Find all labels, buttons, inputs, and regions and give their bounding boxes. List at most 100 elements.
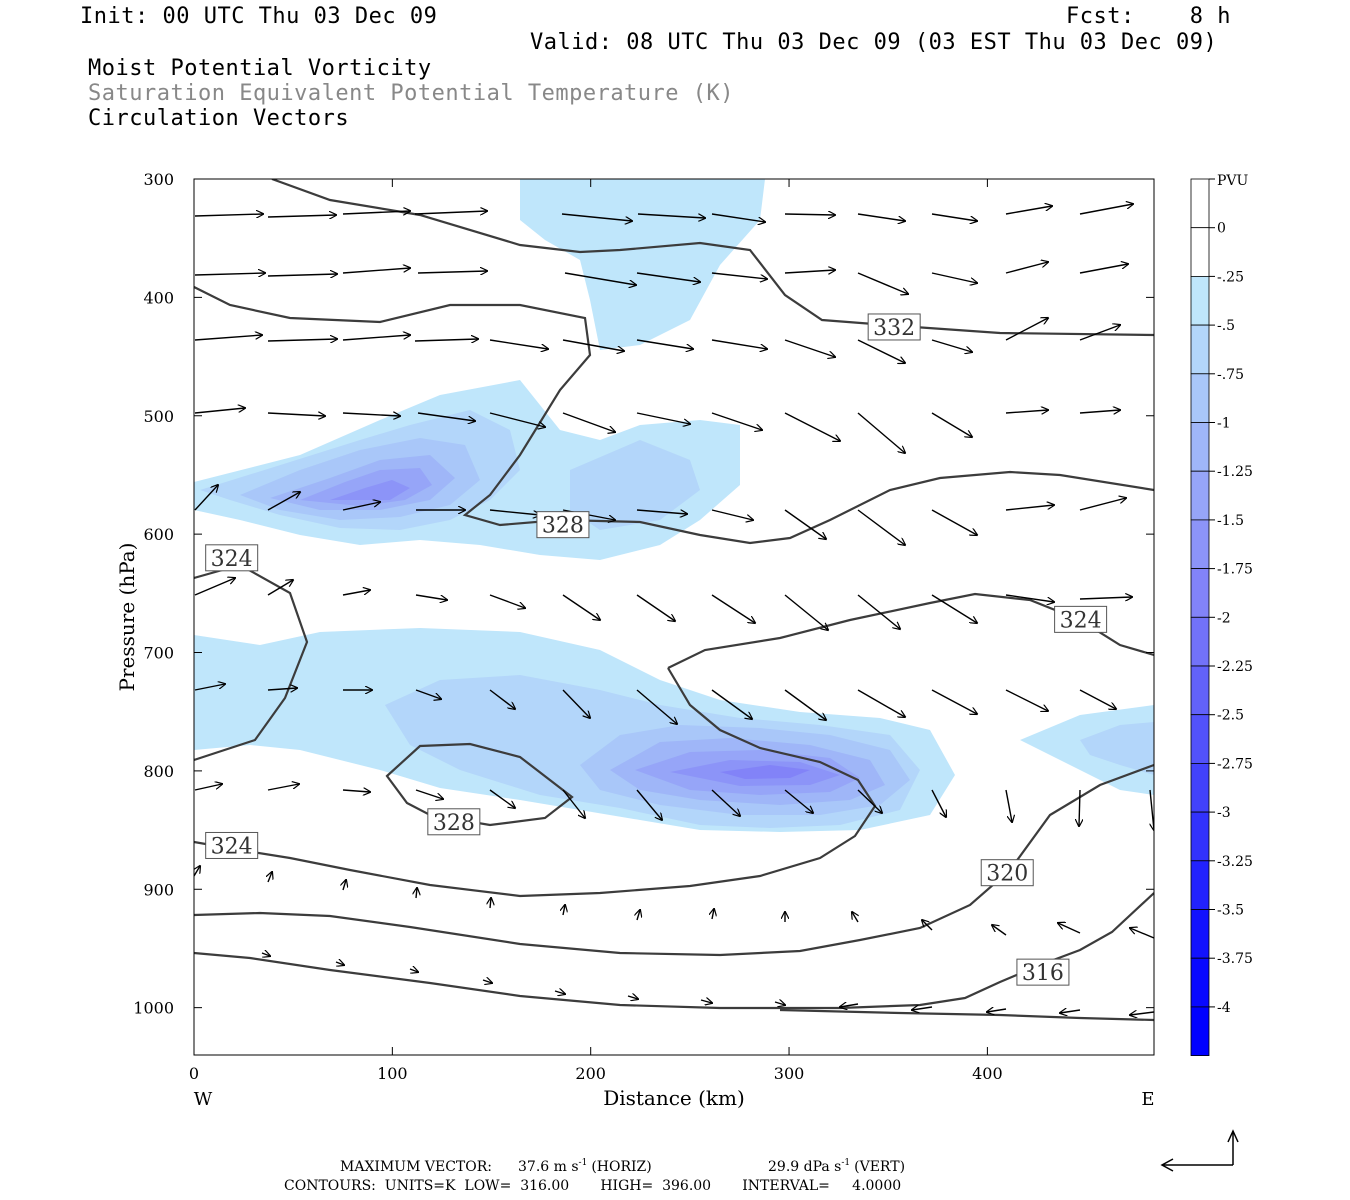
y-axis-title: Pressure (hPa) (115, 543, 139, 692)
colorbar-label: -3 (1217, 805, 1231, 821)
colorbar-label: -2.5 (1217, 708, 1244, 724)
colorbar-swatch (1190, 373, 1210, 423)
forecast-hour: Fcst: 8 h (1066, 4, 1231, 29)
vector-arrow (267, 580, 293, 596)
colorbar-swatch (1190, 178, 1210, 229)
vector-arrow (343, 880, 346, 891)
colorbar-label: -.25 (1217, 269, 1244, 285)
circulation-vectors (194, 204, 1154, 1015)
vector-arrow (194, 335, 262, 341)
vector-arrow (194, 214, 263, 216)
colorbar-label: -1.75 (1217, 562, 1253, 578)
vector-arrow (931, 339, 972, 352)
contour-label: 324 (1060, 608, 1102, 633)
vector-arrow (409, 969, 418, 972)
y-tick-label: 500 (143, 407, 174, 426)
contour-label-box (1054, 605, 1108, 633)
colorbar-swatch (1190, 568, 1210, 618)
colorbar-label: -1 (1217, 416, 1231, 432)
vector-arrow (1005, 594, 1054, 602)
contour-320 (194, 763, 1154, 957)
vector-arrow (267, 215, 336, 217)
contour-label: 316 (1022, 961, 1064, 986)
vector-arrow (931, 509, 977, 535)
contour-label: 328 (542, 514, 584, 539)
vector-arrow (857, 509, 905, 545)
vector-arrow (711, 789, 740, 816)
vector-arrow (194, 273, 265, 275)
vector-arrow (342, 268, 410, 274)
y-tick-label: 700 (143, 644, 174, 663)
vector-arrow (987, 1009, 1007, 1012)
vector-arrow (415, 789, 443, 799)
vector-arrow (711, 272, 767, 279)
colorbar-swatch (1190, 860, 1210, 910)
reference-vector-icon (1160, 1129, 1239, 1172)
x-tick-label: 200 (575, 1064, 606, 1083)
colorbar-swatch (1190, 519, 1210, 570)
vector-arrow (636, 789, 662, 820)
vector-arrow (489, 509, 540, 515)
vector-arrow (564, 272, 636, 285)
vector-arrow (784, 509, 826, 539)
vector-arrow (342, 335, 410, 341)
vector-arrow (1005, 505, 1054, 511)
vector-arrow (194, 684, 225, 691)
vector-arrow (857, 412, 905, 453)
vector-arrow (711, 213, 765, 222)
vector-arrow (267, 784, 299, 791)
vector-arrow (700, 1000, 712, 1003)
vector-arrow (922, 920, 933, 931)
contour-316 (194, 892, 1154, 1010)
colorbar-swatch (1190, 470, 1210, 521)
vector-arrow (1149, 789, 1154, 830)
colorbar-label: -2.75 (1217, 756, 1253, 772)
colorbar-swatch (1190, 324, 1210, 375)
vector-arrow (489, 689, 515, 709)
colorbar-swatch (1190, 665, 1210, 716)
contour-label-box (536, 511, 590, 539)
colorbar-swatch (1190, 227, 1210, 277)
vector-arrow (1005, 789, 1012, 822)
contour-328-lower (385, 742, 574, 827)
contour-328-main (194, 667, 877, 898)
vector-arrow (774, 1002, 785, 1005)
vector-arrow (857, 594, 900, 629)
vector-arrow (840, 1004, 859, 1007)
x-tick-label: 100 (377, 1064, 408, 1083)
vector-arrow (1005, 262, 1048, 274)
y-tick-label: 800 (143, 762, 174, 781)
vector-arrow (711, 339, 767, 349)
valid-time: Valid: 08 UTC Thu 03 Dec 09 (03 EST Thu … (530, 30, 1218, 55)
vector-arrow (1005, 410, 1048, 413)
vector-arrow (1079, 204, 1133, 215)
colorbar-swatch (1190, 1006, 1210, 1057)
contour-label-box (1016, 958, 1070, 986)
vector-arrow (1058, 923, 1081, 934)
contour-label-box (205, 831, 259, 859)
colorbar-swatch (1190, 714, 1210, 764)
vector-arrow (482, 980, 492, 983)
vector-arrow (1005, 206, 1052, 215)
vector-arrow (1130, 928, 1154, 939)
vector-arrow (342, 790, 370, 792)
x-axis-west-label: W (194, 1089, 213, 1110)
max-vector-horiz: 37.6 m s-1 (HORIZ) (518, 1158, 652, 1175)
field-label-thetae: Saturation Equivalent Potential Temperat… (88, 81, 735, 106)
vector-arrow (1079, 789, 1080, 826)
vector-arrow (1079, 498, 1126, 511)
vector-arrow (931, 213, 977, 221)
colorbar-label: -2 (1217, 610, 1231, 626)
colorbar-label: -3.25 (1217, 854, 1253, 870)
x-axis: 0 100 200 300 400 (189, 179, 1003, 1083)
vector-arrow (931, 789, 946, 817)
vector-arrow (636, 339, 693, 349)
vector-arrow (417, 412, 475, 421)
vector-arrow (784, 270, 835, 273)
vector-arrow (415, 689, 441, 699)
vector-arrow (490, 898, 491, 909)
vector-arrow (784, 789, 813, 813)
vector-arrow (267, 688, 297, 690)
contour-312 (779, 1008, 1154, 1022)
